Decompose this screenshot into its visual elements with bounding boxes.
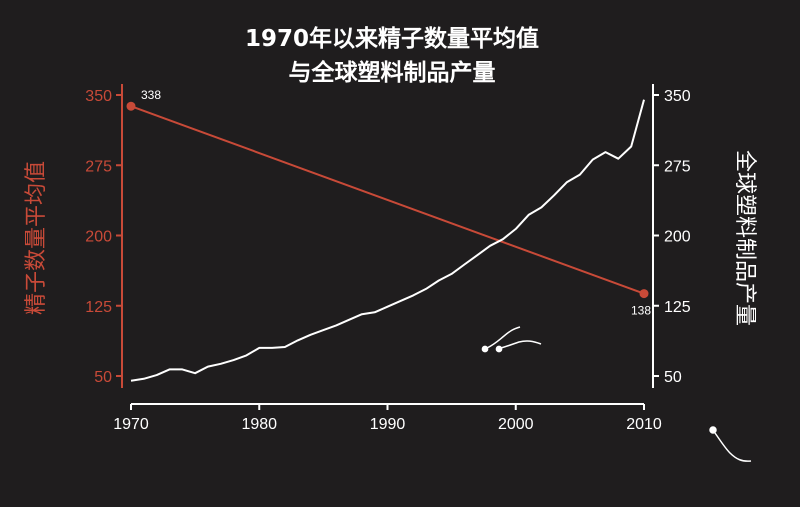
y-tick-label-right: 50 xyxy=(664,369,682,386)
data-label: 338 xyxy=(141,88,161,102)
sperm-icon xyxy=(709,426,752,462)
axes: 350 275 200 125 50 350 275 200 125 50 1970 1980 1990… xyxy=(85,84,691,433)
series-line-sperm-count xyxy=(130,105,645,295)
y-tick-label-left: 350 xyxy=(85,88,112,105)
sperm-icon xyxy=(481,326,542,353)
x-tick-label: 1970 xyxy=(113,416,149,433)
y-tick-label-right: 200 xyxy=(664,229,691,246)
data-point xyxy=(639,289,649,299)
series-line-plastic-production xyxy=(130,99,645,382)
chart-title-line-2: 与全球塑料制品产量 xyxy=(289,59,496,86)
y-tick-label-left: 125 xyxy=(85,299,112,316)
data-labels: 338 138 xyxy=(141,88,651,317)
y-tick-label-right: 125 xyxy=(664,299,691,316)
y-tick-label-right: 275 xyxy=(664,158,691,175)
y-tick-label-left: 275 xyxy=(85,158,112,175)
chart-title-line-1: 1970年以来精子数量平均值 xyxy=(245,25,539,52)
y-tick-label-left: 200 xyxy=(85,229,112,246)
x-tick-label: 1980 xyxy=(241,416,277,433)
x-tick-label: 2010 xyxy=(626,416,662,433)
data-point xyxy=(126,101,136,111)
y-axis-left-label: 精子数量平均值 xyxy=(24,161,49,315)
series xyxy=(126,99,649,382)
y-axis-right-label: 全球塑料制品产量 xyxy=(732,150,757,326)
data-label: 138 xyxy=(631,304,651,318)
y-tick-label-left: 50 xyxy=(94,369,112,386)
y-tick-label-right: 350 xyxy=(664,88,691,105)
x-tick-label: 1990 xyxy=(370,416,406,433)
x-tick-label: 2000 xyxy=(498,416,534,433)
